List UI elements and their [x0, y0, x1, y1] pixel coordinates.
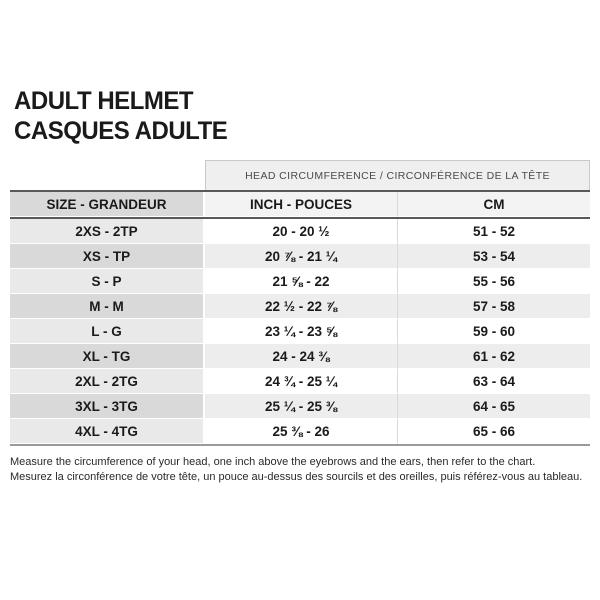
column-header-inch: INCH - POUCES [205, 192, 397, 217]
inch-cell: 24 ¾ - 25 ¼ [205, 369, 397, 394]
size-cell: 2XL - 2TG [10, 369, 205, 394]
table-header-row: SIZE - GRANDEUR INCH - POUCES CM [10, 190, 590, 219]
table-row: S - P 21 ⅝ - 22 55 - 56 [10, 269, 590, 294]
size-cell: S - P [10, 269, 205, 294]
cm-cell: 59 - 60 [397, 319, 590, 344]
cm-cell: 61 - 62 [397, 344, 590, 369]
inch-cell: 21 ⅝ - 22 [205, 269, 397, 294]
size-cell: XL - TG [10, 344, 205, 369]
cm-cell: 57 - 58 [397, 294, 590, 319]
table-row: 2XL - 2TG 24 ¾ - 25 ¼ 63 - 64 [10, 369, 590, 394]
column-header-cm: CM [397, 192, 590, 217]
table-row: L - G 23 ¼ - 23 ⅝ 59 - 60 [10, 319, 590, 344]
cm-cell: 51 - 52 [397, 219, 590, 244]
cm-cell: 55 - 56 [397, 269, 590, 294]
inch-cell: 24 - 24 ⅜ [205, 344, 397, 369]
table-row: XS - TP 20 ⅞ - 21 ¼ 53 - 54 [10, 244, 590, 269]
inch-cell: 25 ¼ - 25 ⅜ [205, 394, 397, 419]
table-row: M - M 22 ½ - 22 ⅞ 57 - 58 [10, 294, 590, 319]
inch-cell: 20 - 20 ½ [205, 219, 397, 244]
size-table: SIZE - GRANDEUR INCH - POUCES CM 2XS - 2… [10, 190, 590, 446]
table-row: 2XS - 2TP 20 - 20 ½ 51 - 52 [10, 219, 590, 244]
page-title-line2: CASQUES ADULTE [14, 117, 228, 145]
cm-cell: 63 - 64 [397, 369, 590, 394]
size-cell: M - M [10, 294, 205, 319]
size-cell: XS - TP [10, 244, 205, 269]
table-row: 4XL - 4TG 25 ⅜ - 26 65 - 66 [10, 419, 590, 444]
measurement-instructions: Measure the circumference of your head, … [10, 455, 582, 484]
cm-cell: 65 - 66 [397, 419, 590, 444]
inch-cell: 22 ½ - 22 ⅞ [205, 294, 397, 319]
table-row: XL - TG 24 - 24 ⅜ 61 - 62 [10, 344, 590, 369]
table-row: 3XL - 3TG 25 ¼ - 25 ⅜ 64 - 65 [10, 394, 590, 419]
page-title-line1: ADULT HELMET [14, 87, 194, 115]
instruction-english: Measure the circumference of your head, … [10, 456, 536, 468]
cm-cell: 64 - 65 [397, 394, 590, 419]
column-header-size: SIZE - GRANDEUR [10, 192, 205, 217]
table-bottom-border [10, 444, 590, 446]
cm-cell: 53 - 54 [397, 244, 590, 269]
head-circumference-banner: HEAD CIRCUMFERENCE / CIRCONFÉRENCE DE LA… [205, 160, 590, 190]
size-cell: 3XL - 3TG [10, 394, 205, 419]
instruction-french: Mesurez la circonférence de votre tête, … [10, 470, 583, 483]
size-cell: 4XL - 4TG [10, 419, 205, 444]
page-title: ADULT HELMET CASQUES ADULTE [14, 86, 228, 146]
inch-cell: 23 ¼ - 23 ⅝ [205, 319, 397, 344]
size-cell: 2XS - 2TP [10, 219, 205, 244]
inch-cell: 25 ⅜ - 26 [205, 419, 397, 444]
size-cell: L - G [10, 319, 205, 344]
inch-cell: 20 ⅞ - 21 ¼ [205, 244, 397, 269]
